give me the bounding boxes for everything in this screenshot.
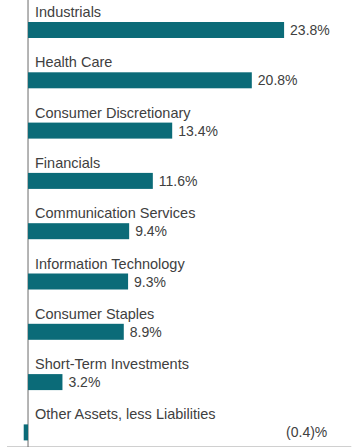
- bar: [28, 374, 62, 390]
- data-label: (0.4)%: [286, 424, 327, 440]
- bar: [24, 424, 28, 440]
- category-label: Health Care: [35, 54, 112, 70]
- category-label: Other Assets, less Liabilities: [35, 406, 216, 422]
- axis-line: [7, 446, 351, 447]
- bar: [28, 274, 128, 290]
- data-labels: 23.8% 20.8% 13.4% 11.6% 9.4% 9.3% 8.9% 3.2% (0.4…: [68, 22, 329, 440]
- data-label: 3.2%: [68, 374, 100, 390]
- category-label: Financials: [35, 155, 100, 171]
- bar: [28, 223, 129, 239]
- bar: [28, 173, 153, 189]
- category-label: Industrials: [35, 4, 101, 20]
- bar: [28, 123, 172, 139]
- data-label: 8.9%: [130, 324, 162, 340]
- bar: [28, 72, 252, 88]
- bar: [28, 22, 284, 38]
- category-label: Communication Services: [35, 205, 195, 221]
- chart-container: Industrials Health Care Consumer Discretio…: [0, 0, 360, 447]
- x-axis: [7, 446, 351, 447]
- category-label: Short-Term Investments: [35, 356, 189, 372]
- data-label: 13.4%: [178, 123, 218, 139]
- category-labels: Industrials Health Care Consumer Discretio…: [35, 4, 216, 422]
- bar: [28, 324, 124, 340]
- data-label: 9.3%: [134, 274, 166, 290]
- bars: [24, 22, 284, 440]
- category-label: Information Technology: [35, 256, 185, 272]
- category-label: Consumer Staples: [35, 306, 154, 322]
- data-label: 11.6%: [159, 173, 198, 189]
- data-label: 9.4%: [135, 223, 167, 239]
- chart-svg: Industrials Health Care Consumer Discretio…: [0, 0, 360, 447]
- data-label: 23.8%: [290, 22, 330, 38]
- data-label: 20.8%: [258, 72, 298, 88]
- category-label: Consumer Discretionary: [35, 105, 191, 121]
